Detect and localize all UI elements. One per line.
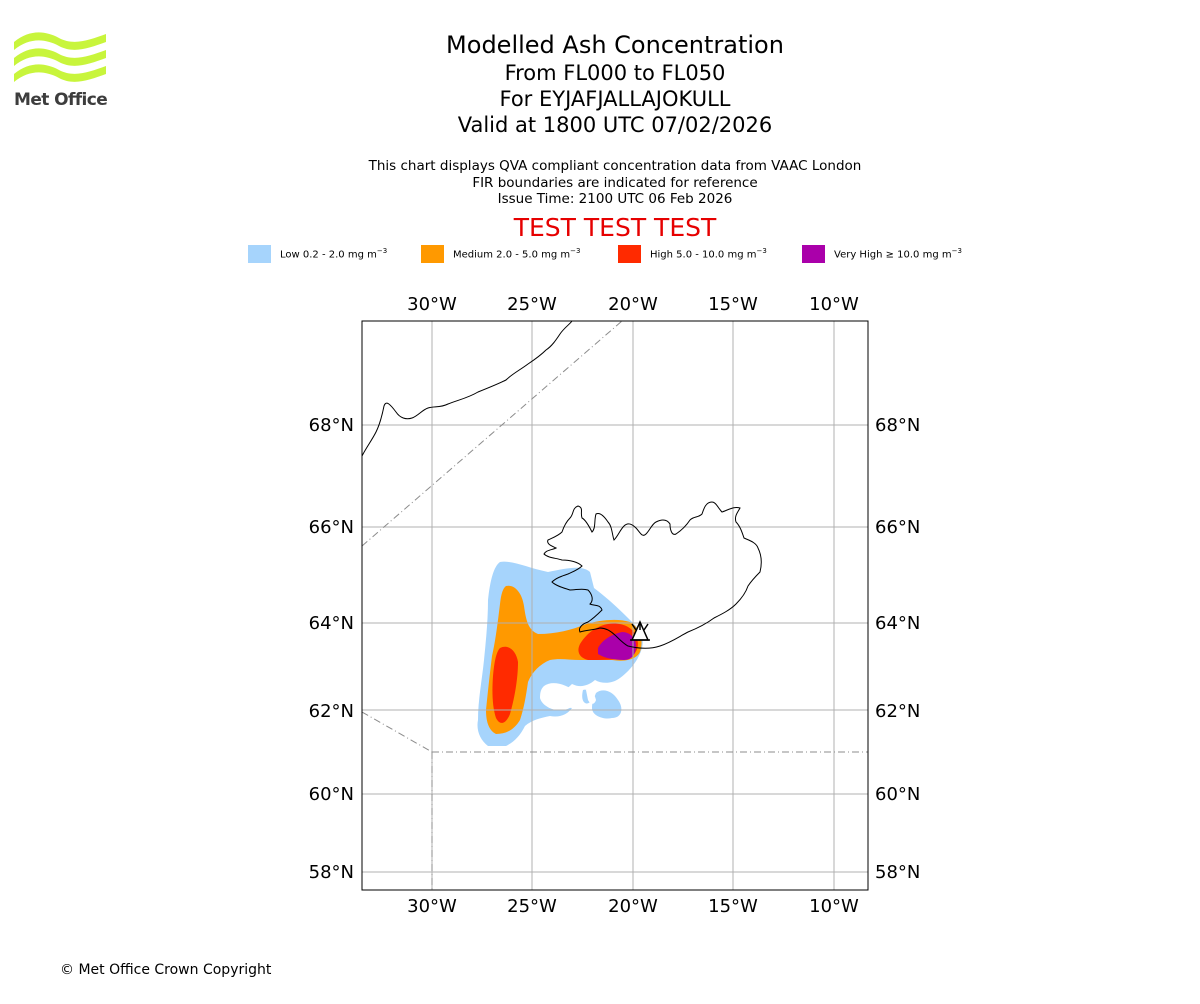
subtitle-source: This chart displays QVA compliant concen… — [368, 158, 862, 174]
chart-subtitles: This chart displays QVA compliant concen… — [0, 158, 1200, 208]
greenland-coastline — [362, 321, 573, 457]
lat-label: 60°N — [875, 784, 920, 805]
lat-label: 66°N — [309, 517, 354, 538]
lat-label: 62°N — [875, 701, 920, 722]
ash-high-region — [492, 646, 518, 723]
lat-label: 68°N — [875, 415, 920, 436]
fir-boundaries — [362, 321, 868, 890]
copyright-notice: © Met Office Crown Copyright — [60, 962, 272, 978]
legend-item-very-high: Very High ≥ 10.0 mg m−3 — [802, 244, 962, 264]
lat-labels-left: 68°N 66°N 64°N 62°N 60°N 58°N — [309, 415, 354, 883]
lat-label: 62°N — [309, 701, 354, 722]
lon-label: 25°W — [507, 896, 557, 917]
legend-label-very-high: Very High ≥ 10.0 mg m−3 — [834, 247, 962, 261]
legend-label-high: High 5.0 - 10.0 mg m−3 — [650, 247, 767, 261]
met-office-wave-icon — [14, 32, 106, 82]
lon-labels-top: 30°W 25°W 20°W 15°W 10°W — [407, 294, 859, 315]
lat-label: 64°N — [309, 613, 354, 634]
lat-label: 58°N — [875, 862, 920, 883]
legend-item-medium: Medium 2.0 - 5.0 mg m−3 — [421, 244, 580, 264]
logo-wordmark: Met Office — [14, 90, 108, 110]
map-content — [362, 321, 868, 890]
map-frame — [361, 320, 869, 891]
test-banner: TEST TEST TEST — [513, 213, 717, 242]
lat-label: 58°N — [309, 862, 354, 883]
subtitle-fir: FIR boundaries are indicated for referen… — [472, 174, 758, 191]
volcano-marker-icon — [630, 620, 650, 641]
met-office-logo: Met Office — [14, 30, 108, 112]
lat-label: 68°N — [309, 415, 354, 436]
legend: Low 0.2 - 2.0 mg m−3 Medium 2.0 - 5.0 mg… — [0, 244, 1200, 264]
lon-labels-bottom: 30°W 25°W 20°W 15°W 10°W — [407, 896, 859, 917]
lat-label: 64°N — [875, 613, 920, 634]
ash-very-high-region — [598, 632, 636, 660]
legend-label-medium: Medium 2.0 - 5.0 mg m−3 — [453, 247, 581, 261]
lat-labels-right: 68°N 66°N 64°N 62°N 60°N 58°N — [875, 415, 920, 883]
volcano-name: For EYJAFJALLAJOKULL — [499, 87, 731, 111]
lon-label: 30°W — [407, 896, 457, 917]
title: Modelled Ash Concentration — [446, 31, 784, 59]
lon-label: 10°W — [809, 294, 859, 315]
legend-swatch-high — [618, 245, 641, 263]
legend-swatch-low — [248, 245, 271, 263]
valid-time: Valid at 1800 UTC 07/02/2026 — [457, 113, 773, 137]
lon-label: 20°W — [608, 896, 658, 917]
lat-label: 66°N — [875, 517, 920, 538]
lon-label: 15°W — [708, 896, 758, 917]
flight-level-range: From FL000 to FL050 — [504, 61, 726, 85]
lat-label: 60°N — [309, 784, 354, 805]
legend-label-low: Low 0.2 - 2.0 mg m−3 — [280, 247, 388, 261]
lon-label: 30°W — [407, 294, 457, 315]
ash-low-patch — [592, 690, 622, 719]
lon-label: 10°W — [809, 896, 859, 917]
iceland-coastline — [543, 501, 762, 649]
lon-label: 25°W — [507, 294, 557, 315]
legend-item-low: Low 0.2 - 2.0 mg m−3 — [248, 244, 387, 264]
legend-swatch-very-high — [802, 245, 825, 263]
legend-swatch-medium — [421, 245, 444, 263]
lon-label: 20°W — [608, 294, 658, 315]
ash-free-area — [540, 683, 578, 711]
chart-titles: Modelled Ash Concentration From FL000 to… — [0, 30, 1200, 138]
subtitle-issue-time: Issue Time: 2100 UTC 06 Feb 2026 — [497, 191, 733, 207]
lon-label: 15°W — [708, 294, 758, 315]
legend-item-high: High 5.0 - 10.0 mg m−3 — [618, 244, 767, 264]
ash-free-area — [586, 689, 596, 704]
